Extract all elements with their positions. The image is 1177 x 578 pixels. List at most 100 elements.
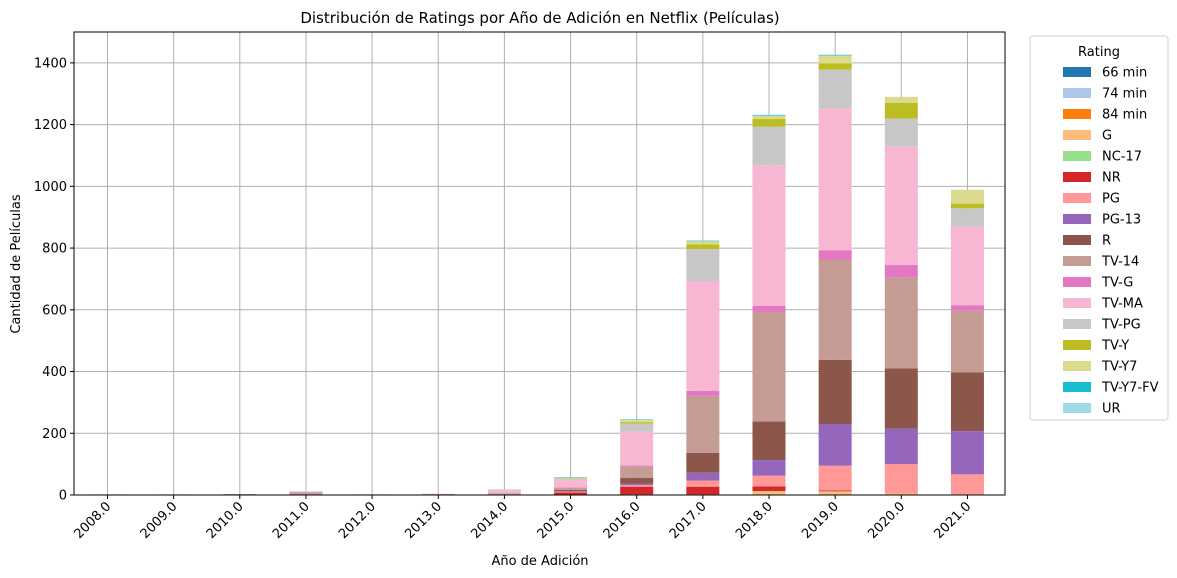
legend-label: 66 min [1102,66,1147,81]
legend-title: Rating [1078,45,1120,60]
x-tick-label: 2009.0 [138,499,181,542]
bar-segment-pg-13-2018.0 [752,460,786,476]
bar-segment-tv-14-2013.0 [421,494,455,495]
legend-swatch [1063,130,1091,140]
bar-segment-pg-13-2020.0 [884,428,918,465]
x-tick-label: 2011.0 [270,499,313,542]
bar-segment-tv-14-2020.0 [884,277,918,369]
legend-swatch [1063,361,1091,371]
bar-segment-tv-ma-2018.0 [752,165,786,306]
x-tick-label: 2019.0 [799,499,842,542]
bar-segment-pg-2017.0 [686,480,720,487]
legend-label: TV-Y [1101,339,1129,354]
bar-segment-tv-ma-2015.0 [554,479,588,488]
bar-segment-tv-ma-2019.0 [818,108,852,251]
bar-segment-tv-y7-2019.0 [818,55,852,64]
bar-segment-r-2015.0 [554,489,588,491]
legend-swatch [1063,88,1091,98]
bar-segment-tv-g-2020.0 [884,265,918,278]
legend-label: NC-17 [1102,150,1142,165]
bar-segment-tv-14-2010.0 [223,494,257,495]
bar-segment-tv-ma-2021.0 [950,226,984,306]
bar-segment-tv-y-2018.0 [752,119,786,127]
bar-segment-tv-y7-2017.0 [686,241,720,245]
bar-segment-r-2020.0 [884,368,918,429]
bar-segment-tv-14-2011.0 [289,492,323,495]
bar-segment-tv-14-2016.0 [620,466,654,479]
x-tick-label: 2018.0 [733,499,776,542]
legend-label: TV-PG [1101,318,1141,333]
grid [74,32,1005,496]
bar-segment-nr-2016.0 [620,486,654,495]
bar-segment-tv-g-2016.0 [620,465,654,467]
bar-segment-nc-17-2019.0 [818,491,852,492]
bar-segment-nc-17-2018.0 [752,490,786,492]
bar-segment-tv-y7-2021.0 [950,189,984,204]
bar-segment-pg-13-2015.0 [554,490,588,492]
bar-segment-tv-14-2021.0 [950,310,984,373]
bar-segment-ur-2017.0 [686,240,720,241]
x-tick-label: 2020.0 [865,499,908,542]
bar-segment-pg-2015.0 [554,491,588,493]
bar-segment-tv-g-2011.0 [289,492,323,493]
bar-segment-tv-ma-2014.0 [487,490,521,494]
bar-segment-pg-13-2019.0 [818,424,852,466]
bar-segment-tv-pg-2017.0 [686,248,720,282]
legend-swatch [1063,214,1091,224]
y-tick-label: 800 [42,242,67,257]
bar-segment-tv-14-2019.0 [818,259,852,360]
legend-label: G [1102,129,1112,144]
bar-segment-tv-pg-2019.0 [818,69,852,109]
legend-swatch [1063,151,1091,161]
bar-segment-tv-ma-2016.0 [620,431,654,466]
y-axis: 0 200 400 600 800 1000 1200 1400 [34,56,74,504]
y-tick-label: 600 [42,303,67,318]
legend: Rating 66 min 74 min 84 min G NC-17 NR PG PG-13… [1029,35,1169,421]
legend-label: TV-14 [1101,255,1139,270]
legend-frame [1029,35,1169,421]
legend-label: R [1102,234,1111,249]
x-tick-label: 2015.0 [535,499,578,542]
x-tick-label: 2013.0 [402,499,445,542]
bar-segment-pg-2021.0 [950,474,984,495]
bar-segment-pg-2020.0 [884,464,918,494]
bar-segment-ur-2018.0 [752,114,786,116]
bar-segment-ur-2019.0 [818,54,852,56]
bar-segment-tv-pg-2016.0 [620,423,654,432]
y-tick-label: 1400 [34,56,67,71]
bar-segment-tv-y7-fv-2019.0 [818,55,852,56]
y-tick-label: 1000 [34,180,67,195]
legend-swatch [1063,235,1091,245]
y-tick-label: 0 [59,489,67,504]
bar-segment-pg-2016.0 [620,485,654,487]
chart-title: Distribución de Ratings por Año de Adici… [300,9,779,27]
bar-segment-tv-y7-fv-2018.0 [752,115,786,116]
bar-segment-r-2017.0 [686,452,720,473]
bar-segment-tv-g-2019.0 [818,250,852,260]
legend-swatch [1063,109,1091,119]
legend-swatch [1063,319,1091,329]
bar-segment-tv-y-2021.0 [950,203,984,209]
y-tick-label: 1200 [34,118,67,133]
legend-label: PG [1102,192,1120,207]
bar-segment-tv-14-2014.0 [487,493,521,495]
bar-segment-tv-y-2016.0 [620,422,654,424]
bar-segment-nr-2017.0 [686,486,720,495]
bar-segment-pg-13-2016.0 [620,483,654,486]
legend-swatch [1063,172,1091,182]
bar-segment-tv-14-2018.0 [752,311,786,422]
bar-segment-r-2019.0 [818,359,852,425]
bar-segment-tv-pg-2018.0 [752,126,786,166]
bar-segment-tv-pg-2021.0 [950,208,984,227]
bar-segment-nr-2019.0 [818,490,852,492]
bar-segment-tv-pg-2020.0 [884,118,918,147]
legend-swatch [1063,277,1091,287]
bar-segment-tv-g-2018.0 [752,305,786,312]
x-tick-label: 2017.0 [667,499,710,542]
legend-swatch [1063,193,1091,203]
legend-swatch [1063,67,1091,77]
bar-segment-tv-y7-fv-2017.0 [686,240,720,242]
bar-segment-tv-pg-2014.0 [487,489,521,491]
bar-segment-tv-y-2017.0 [686,244,720,249]
